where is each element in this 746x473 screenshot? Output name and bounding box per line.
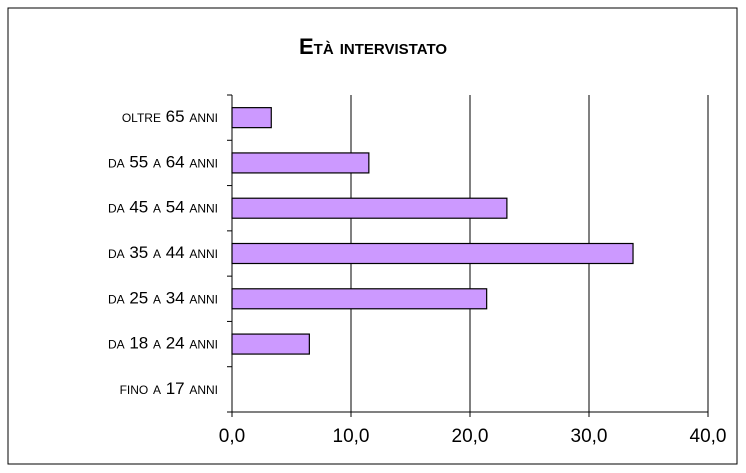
y-tick-label: oltre 65 anni [122, 107, 218, 126]
y-tick-label: da 55 a 64 anni [108, 152, 218, 171]
bar [231, 107, 272, 129]
bar [231, 333, 310, 355]
x-tick-label: 20,0 [452, 426, 489, 447]
bar [231, 152, 370, 174]
y-tick-label: da 25 a 34 anni [108, 288, 218, 307]
y-tick-label: da 45 a 54 anni [108, 198, 218, 217]
chart-frame [7, 7, 738, 465]
bar [231, 197, 508, 219]
chart-title: Età intervistato [299, 34, 447, 59]
y-tick-label: da 18 a 24 anni [108, 334, 218, 353]
bar [231, 288, 488, 310]
y-tick-label: fino a 17 anni [120, 379, 218, 398]
x-tick-label: 10,0 [333, 426, 370, 447]
bar [231, 242, 634, 265]
x-tick-label: 0,0 [219, 426, 245, 447]
x-tick-label: 40,0 [690, 426, 727, 447]
x-tick-label: 30,0 [571, 426, 608, 447]
y-tick-label: da 35 a 44 anni [108, 243, 218, 262]
